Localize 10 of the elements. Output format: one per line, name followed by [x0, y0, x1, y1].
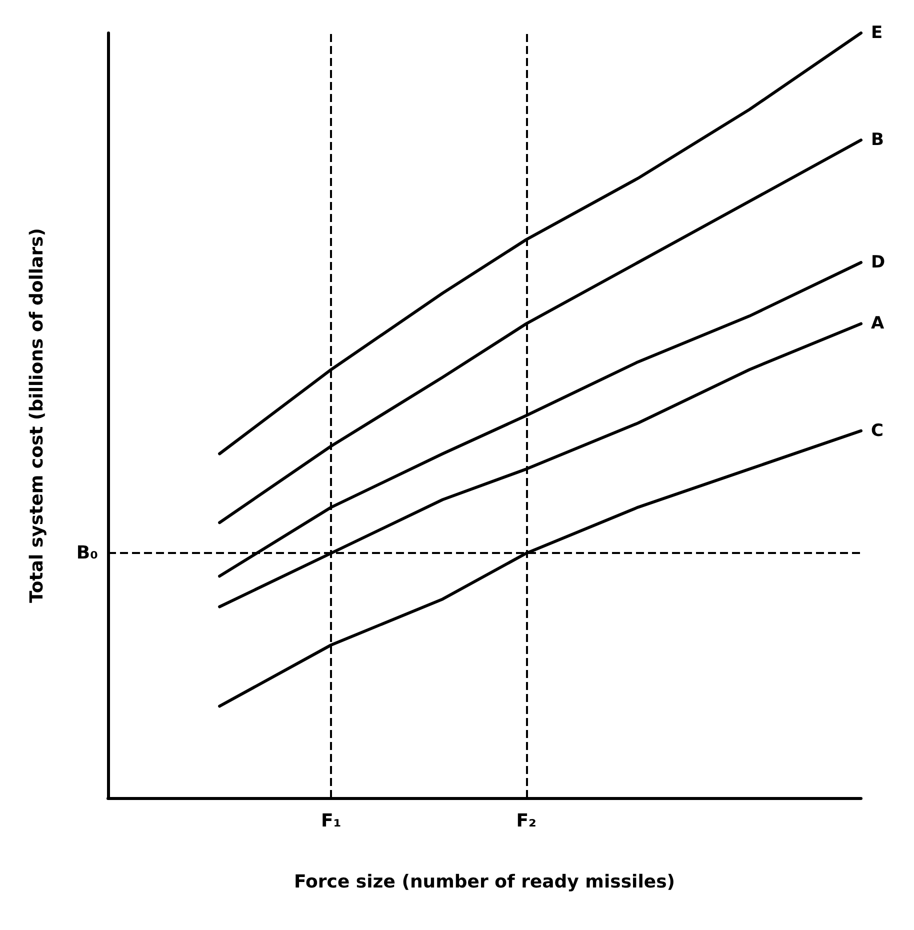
y-axis-title: Total system cost (billions of dollars) — [26, 228, 48, 604]
ref-line-label: B₀ — [76, 542, 98, 564]
x-tick-label: F₂ — [516, 810, 536, 832]
series-label: C — [871, 420, 884, 441]
series-label: B — [871, 130, 884, 150]
x-axis-title: Force size (number of ready missiles) — [294, 872, 676, 892]
series-label: E — [871, 23, 883, 43]
series-label: A — [871, 314, 885, 334]
x-tick-label: F₁ — [321, 810, 342, 832]
series-label: D — [871, 252, 886, 272]
